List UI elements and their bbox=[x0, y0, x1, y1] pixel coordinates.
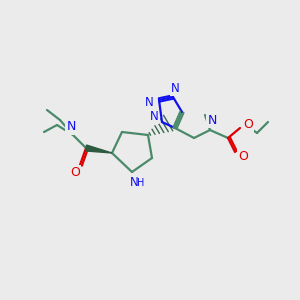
Polygon shape bbox=[85, 145, 112, 153]
Text: N: N bbox=[130, 176, 138, 188]
Text: O: O bbox=[238, 149, 248, 163]
Text: N: N bbox=[150, 110, 158, 124]
Text: N: N bbox=[171, 82, 179, 95]
Text: N: N bbox=[207, 113, 217, 127]
Text: O: O bbox=[70, 166, 80, 178]
Text: N: N bbox=[145, 95, 153, 109]
Text: N: N bbox=[66, 121, 76, 134]
Text: O: O bbox=[243, 118, 253, 131]
Text: H: H bbox=[137, 178, 145, 188]
